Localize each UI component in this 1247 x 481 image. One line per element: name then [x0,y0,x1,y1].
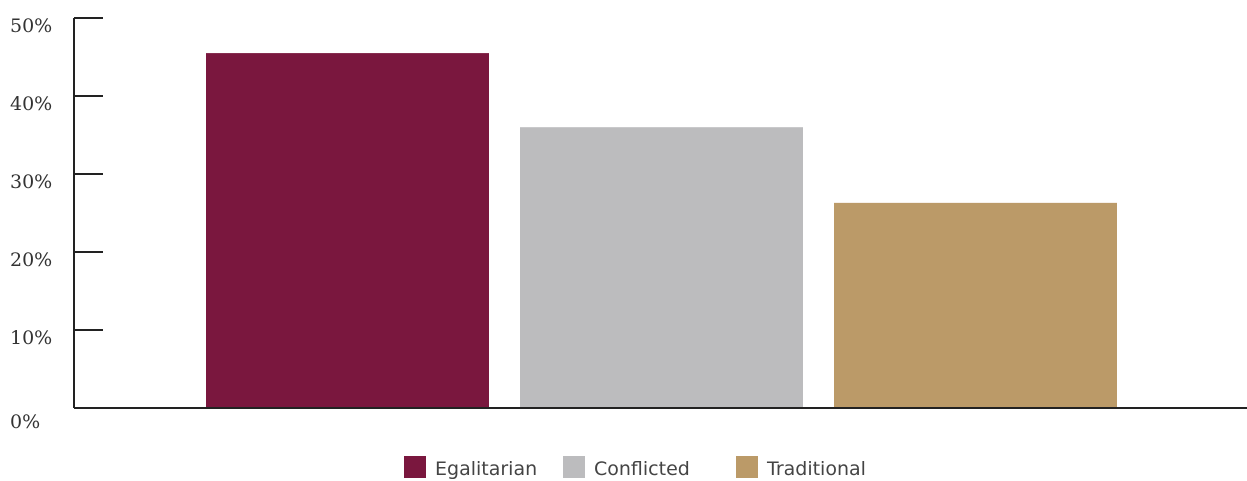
legend-label-egalitarian: Egalitarian [435,458,537,480]
legend-label-traditional: Traditional [766,458,866,480]
legend: Egalitarian Conflicted Traditional [404,456,866,480]
legend-swatch-egalitarian [404,456,426,478]
bar-conflicted [520,127,803,408]
legend-label-conflicted: Conflicted [594,458,690,480]
bars [206,53,1117,408]
y-tick-label: 10% [10,327,52,349]
bar-egalitarian [206,53,489,408]
legend-swatch-conflicted [563,456,585,478]
legend-swatch-traditional [736,456,758,478]
y-tick-label: 30% [10,171,52,193]
y-axis: 0% 10% 20% 30% 40% 50% [10,15,103,433]
y-tick-label: 50% [10,15,52,37]
y-tick-label: 0% [10,411,40,433]
bar-traditional [834,202,1117,408]
y-tick-label: 20% [10,249,52,271]
y-tick-label: 40% [10,93,52,115]
